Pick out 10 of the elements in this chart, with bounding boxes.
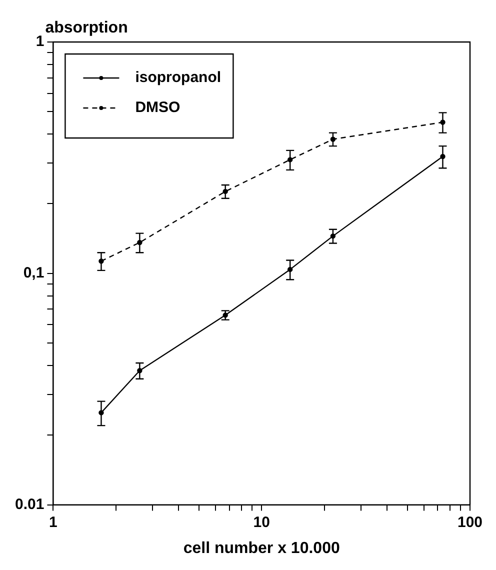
x-axis-title: cell number x 10.000 — [183, 540, 340, 557]
x-tick-label: 10 — [253, 514, 270, 531]
y-tick-label: 0.01 — [14, 496, 44, 513]
legend-label: DMSO — [135, 99, 181, 116]
x-tick-label: 1 — [49, 514, 58, 531]
x-tick-label: 100 — [457, 514, 483, 531]
legend-label: isopropanol — [135, 69, 222, 86]
y-tick-label: 1 — [36, 33, 44, 50]
y-axis-title: absorption — [45, 19, 128, 36]
y-tick-label: 0,1 — [23, 264, 44, 282]
